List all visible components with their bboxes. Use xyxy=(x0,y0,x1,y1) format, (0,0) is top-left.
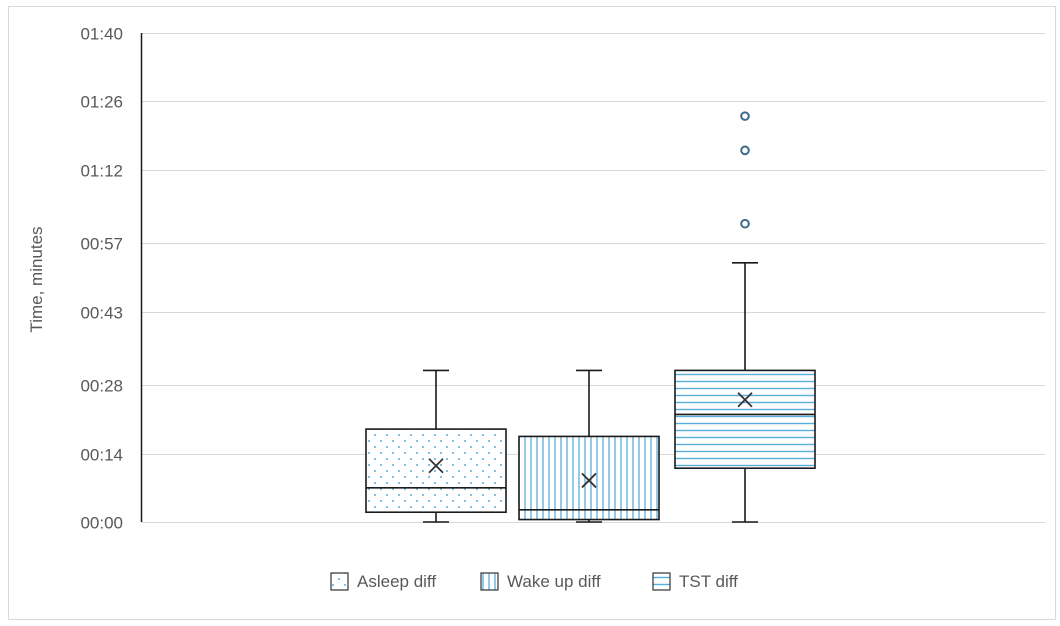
legend-swatch xyxy=(480,572,499,591)
mean-marker xyxy=(737,392,753,408)
outlier-point xyxy=(740,218,750,229)
y-tick-label: 01:12 xyxy=(80,162,123,181)
mean-marker xyxy=(428,458,444,474)
legend-label: Wake up diff xyxy=(507,572,601,591)
legend-item-wake-up-diff: Wake up diff xyxy=(480,572,601,591)
box-plot-wake-up-diff xyxy=(518,369,660,523)
outlier-point xyxy=(740,111,750,121)
y-axis-tick-labels: 00:00 00:14 00:28 00:43 00:57 01:12 01:26 01:40 xyxy=(80,25,123,533)
mean-marker xyxy=(581,472,597,489)
y-tick-label: 00:14 xyxy=(80,446,123,465)
legend-item-asleep-diff: Asleep diff xyxy=(330,572,436,591)
y-tick-label: 00:28 xyxy=(80,377,123,396)
box-plot-tst-diff xyxy=(674,111,816,523)
box-iqr xyxy=(365,428,507,514)
legend-swatch xyxy=(652,572,671,591)
gridlines xyxy=(141,33,1045,523)
y-tick-label: 00:57 xyxy=(80,235,123,254)
legend-label: TST diff xyxy=(679,572,738,591)
y-tick-label: 01:40 xyxy=(80,25,123,44)
box-iqr xyxy=(674,369,816,470)
box-iqr xyxy=(518,435,660,521)
legend-label: Asleep diff xyxy=(357,572,436,591)
y-tick-label: 00:00 xyxy=(80,514,123,533)
box-plot-asleep-diff xyxy=(365,369,507,523)
legend-swatch xyxy=(330,572,349,591)
legend: Asleep diff Wake up diff TST diff xyxy=(330,572,738,591)
legend-item-tst-diff: TST diff xyxy=(652,572,738,591)
outlier-point xyxy=(740,145,750,156)
y-tick-label: 00:43 xyxy=(80,304,123,323)
box-plots xyxy=(365,111,816,523)
y-axis-title: Time, minutes xyxy=(27,226,46,332)
y-tick-label: 01:26 xyxy=(80,93,123,112)
